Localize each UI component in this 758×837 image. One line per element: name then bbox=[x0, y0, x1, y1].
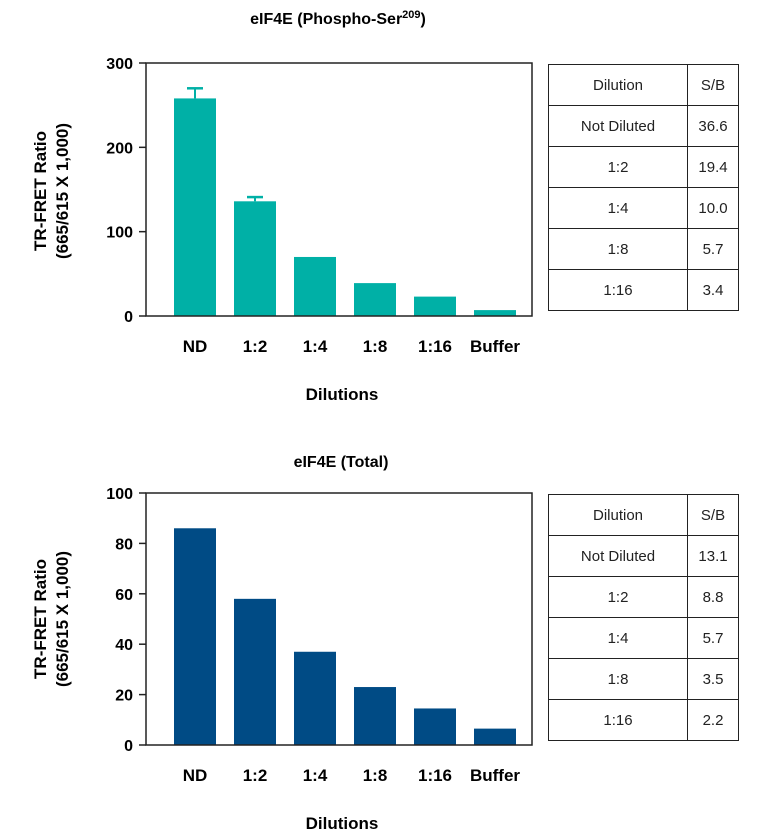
table-cell-dilution: 1:16 bbox=[548, 699, 688, 741]
table-cell-sb: 36.6 bbox=[687, 105, 739, 147]
chart-2-title: eIF4E (Total) bbox=[294, 454, 389, 471]
y-tick-label: 40 bbox=[115, 637, 133, 654]
y-tick-label: 300 bbox=[106, 56, 133, 73]
chart-1-bars bbox=[174, 87, 516, 316]
bar bbox=[354, 283, 396, 316]
chart-2: eIF4E (Total) TR-FRET Ratio (665/615 X 1… bbox=[31, 454, 533, 833]
table-header-row: Dilution S/B bbox=[548, 64, 739, 106]
x-tick-label: 1:16 bbox=[418, 766, 452, 785]
table-cell-sb: 3.5 bbox=[687, 658, 739, 700]
table-header-sb: S/B bbox=[687, 64, 739, 106]
x-tick-label: ND bbox=[183, 766, 208, 785]
x-tick-label: 1:2 bbox=[243, 337, 268, 356]
table-cell-sb: 19.4 bbox=[687, 146, 739, 188]
table-row: 1:16 2.2 bbox=[548, 699, 739, 741]
table-row: 1:8 3.5 bbox=[548, 658, 739, 700]
x-tick-label: 1:16 bbox=[418, 337, 452, 356]
table-row: 1:2 8.8 bbox=[548, 576, 739, 618]
x-tick-label: 1:8 bbox=[363, 766, 388, 785]
bar bbox=[474, 728, 516, 745]
chart-1-ylabel-line2: (665/615 X 1,000) bbox=[53, 123, 72, 259]
table-row: 1:4 10.0 bbox=[548, 187, 739, 229]
chart-1-x-ticks: ND 1:2 1:4 1:8 1:16 Buffer bbox=[183, 337, 521, 356]
y-tick-label: 100 bbox=[106, 486, 133, 503]
chart-1-ylabel-line1: TR-FRET Ratio bbox=[31, 131, 50, 251]
table-row: Not Diluted 13.1 bbox=[548, 535, 739, 577]
y-tick-label: 60 bbox=[115, 587, 133, 604]
chart-2-plot-frame bbox=[145, 492, 533, 746]
bar bbox=[174, 98, 216, 316]
table-cell-dilution: 1:8 bbox=[548, 658, 688, 700]
table-cell-dilution: 1:4 bbox=[548, 187, 688, 229]
bar bbox=[474, 310, 516, 316]
chart-2-ylabel-line1: TR-FRET Ratio bbox=[31, 559, 50, 679]
x-tick-label: Buffer bbox=[470, 337, 520, 356]
table-cell-sb: 8.8 bbox=[687, 576, 739, 618]
chart-2-ylabel-line2: (665/615 X 1,000) bbox=[53, 551, 72, 687]
x-tick-label: ND bbox=[183, 337, 208, 356]
chart-1: eIF4E (Phospho-Ser209) TR-FRET Ratio (66… bbox=[31, 9, 533, 404]
table-cell-sb: 13.1 bbox=[687, 535, 739, 577]
bar bbox=[234, 598, 276, 745]
table-cell-dilution: 1:2 bbox=[548, 576, 688, 618]
bar bbox=[354, 687, 396, 745]
bar bbox=[294, 256, 336, 316]
bar bbox=[414, 296, 456, 316]
table-cell-dilution: Not Diluted bbox=[548, 535, 688, 577]
chart-1-sb-table: Dilution S/B Not Diluted 36.6 1:2 19.4 1… bbox=[548, 64, 739, 311]
table-cell-dilution: 1:16 bbox=[548, 269, 688, 311]
chart-1-plot-frame bbox=[145, 62, 533, 317]
x-tick-label: Buffer bbox=[470, 766, 520, 785]
table-header-row: Dilution S/B bbox=[548, 494, 739, 536]
chart-1-y-ticks: 0 100 200 300 bbox=[106, 56, 146, 326]
table-cell-sb: 10.0 bbox=[687, 187, 739, 229]
y-tick-label: 100 bbox=[106, 225, 133, 242]
table-row: 1:16 3.4 bbox=[548, 269, 739, 311]
y-tick-label: 80 bbox=[115, 536, 133, 553]
table-cell-sb: 5.7 bbox=[687, 228, 739, 270]
table-header-sb: S/B bbox=[687, 494, 739, 536]
table-cell-dilution: 1:2 bbox=[548, 146, 688, 188]
table-cell-dilution: Not Diluted bbox=[548, 105, 688, 147]
table-header-dilution: Dilution bbox=[548, 494, 688, 536]
chart-2-bars bbox=[174, 528, 516, 745]
bar bbox=[414, 708, 456, 745]
bar bbox=[294, 651, 336, 745]
table-cell-dilution: 1:8 bbox=[548, 228, 688, 270]
chart-1-title: eIF4E (Phospho-Ser209) bbox=[250, 9, 426, 28]
table-cell-sb: 3.4 bbox=[687, 269, 739, 311]
table-row: 1:8 5.7 bbox=[548, 228, 739, 270]
x-tick-label: 1:8 bbox=[363, 337, 388, 356]
table-cell-dilution: 1:4 bbox=[548, 617, 688, 659]
x-tick-label: 1:4 bbox=[303, 766, 328, 785]
bar bbox=[234, 201, 276, 316]
chart-2-xlabel: Dilutions bbox=[306, 814, 379, 833]
chart-2-x-ticks: ND 1:2 1:4 1:8 1:16 Buffer bbox=[183, 766, 521, 785]
x-tick-label: 1:2 bbox=[243, 766, 268, 785]
table-row: Not Diluted 36.6 bbox=[548, 105, 739, 147]
chart-1-xlabel: Dilutions bbox=[306, 385, 379, 404]
table-header-dilution: Dilution bbox=[548, 64, 688, 106]
chart-2-sb-table: Dilution S/B Not Diluted 13.1 1:2 8.8 1:… bbox=[548, 494, 739, 741]
bar bbox=[174, 528, 216, 745]
table-row: 1:4 5.7 bbox=[548, 617, 739, 659]
table-cell-sb: 5.7 bbox=[687, 617, 739, 659]
chart-2-y-ticks: 0 20 40 60 80 100 bbox=[106, 486, 146, 755]
table-cell-sb: 2.2 bbox=[687, 699, 739, 741]
y-tick-label: 0 bbox=[124, 738, 133, 755]
x-tick-label: 1:4 bbox=[303, 337, 328, 356]
table-row: 1:2 19.4 bbox=[548, 146, 739, 188]
y-tick-label: 20 bbox=[115, 688, 133, 705]
y-tick-label: 200 bbox=[106, 140, 133, 157]
y-tick-label: 0 bbox=[124, 309, 133, 326]
